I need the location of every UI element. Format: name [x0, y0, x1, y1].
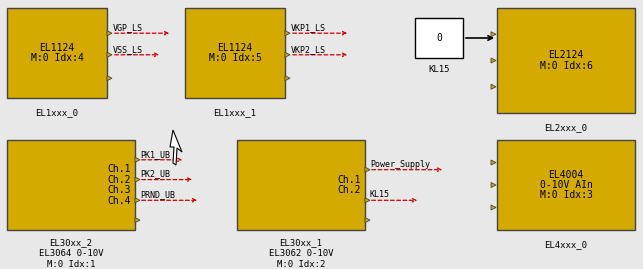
- Text: Ch.1: Ch.1: [338, 175, 361, 185]
- Bar: [237, 140, 365, 230]
- Text: VGP_LS: VGP_LS: [113, 23, 143, 32]
- Polygon shape: [491, 84, 496, 89]
- Text: KL15: KL15: [370, 190, 390, 199]
- Text: M:0 Idx:4: M:0 Idx:4: [31, 53, 84, 63]
- Text: EL2124: EL2124: [548, 50, 584, 60]
- Bar: [415, 18, 463, 58]
- Text: EL3064 0-10V: EL3064 0-10V: [39, 249, 104, 258]
- Text: VKP1_LS: VKP1_LS: [291, 23, 326, 32]
- Text: Power_Supply: Power_Supply: [370, 160, 430, 169]
- Text: PRND_UB: PRND_UB: [140, 190, 175, 199]
- Polygon shape: [491, 32, 496, 37]
- Bar: [497, 8, 635, 113]
- Polygon shape: [107, 31, 112, 36]
- Text: EL2xxx_0: EL2xxx_0: [545, 123, 588, 132]
- Text: EL1xxx_1: EL1xxx_1: [213, 108, 257, 117]
- Polygon shape: [491, 58, 496, 63]
- Polygon shape: [285, 31, 290, 36]
- Text: VKP2_LS: VKP2_LS: [291, 45, 326, 54]
- Text: Ch.4: Ch.4: [107, 196, 131, 206]
- Polygon shape: [365, 218, 370, 223]
- Polygon shape: [365, 198, 370, 203]
- Bar: [7, 140, 135, 230]
- Bar: [7, 8, 107, 98]
- Polygon shape: [135, 218, 140, 223]
- Text: Ch.2: Ch.2: [107, 175, 131, 185]
- Polygon shape: [491, 182, 496, 187]
- Text: M:0 Idx:2: M:0 Idx:2: [277, 260, 325, 269]
- Bar: [497, 140, 635, 230]
- Text: EL4xxx_0: EL4xxx_0: [545, 240, 588, 249]
- Bar: [185, 8, 285, 98]
- Text: 0: 0: [436, 33, 442, 43]
- Polygon shape: [285, 76, 290, 81]
- Text: M:0 Idx:3: M:0 Idx:3: [539, 190, 592, 200]
- Text: 0-10V AIn: 0-10V AIn: [539, 180, 592, 190]
- Text: Ch.3: Ch.3: [107, 185, 131, 195]
- Text: EL1124: EL1124: [39, 43, 75, 53]
- Polygon shape: [135, 198, 140, 203]
- Text: M:0 Idx:6: M:0 Idx:6: [539, 61, 592, 71]
- Text: EL30xx_2: EL30xx_2: [50, 238, 93, 247]
- Text: EL1124: EL1124: [217, 43, 253, 53]
- Polygon shape: [170, 130, 182, 165]
- Text: EL1xxx_0: EL1xxx_0: [35, 108, 78, 117]
- Polygon shape: [107, 76, 112, 81]
- Polygon shape: [135, 177, 140, 182]
- Text: Ch.2: Ch.2: [338, 185, 361, 195]
- Text: PK2_UB: PK2_UB: [140, 169, 170, 179]
- Polygon shape: [107, 52, 112, 57]
- Text: M:0 Idx:5: M:0 Idx:5: [208, 53, 262, 63]
- Polygon shape: [365, 167, 370, 172]
- Polygon shape: [285, 52, 290, 57]
- Text: KL15: KL15: [428, 65, 449, 74]
- Text: VSS_LS: VSS_LS: [113, 45, 143, 54]
- Text: PK1_UB: PK1_UB: [140, 150, 170, 159]
- Text: Ch.1: Ch.1: [107, 164, 131, 174]
- Polygon shape: [135, 157, 140, 162]
- Text: EL30xx_1: EL30xx_1: [280, 238, 323, 247]
- Polygon shape: [491, 205, 496, 210]
- Polygon shape: [491, 160, 496, 165]
- Text: EL4004: EL4004: [548, 169, 584, 179]
- Text: EL3062 0-10V: EL3062 0-10V: [269, 249, 333, 258]
- Text: M:0 Idx:1: M:0 Idx:1: [47, 260, 95, 269]
